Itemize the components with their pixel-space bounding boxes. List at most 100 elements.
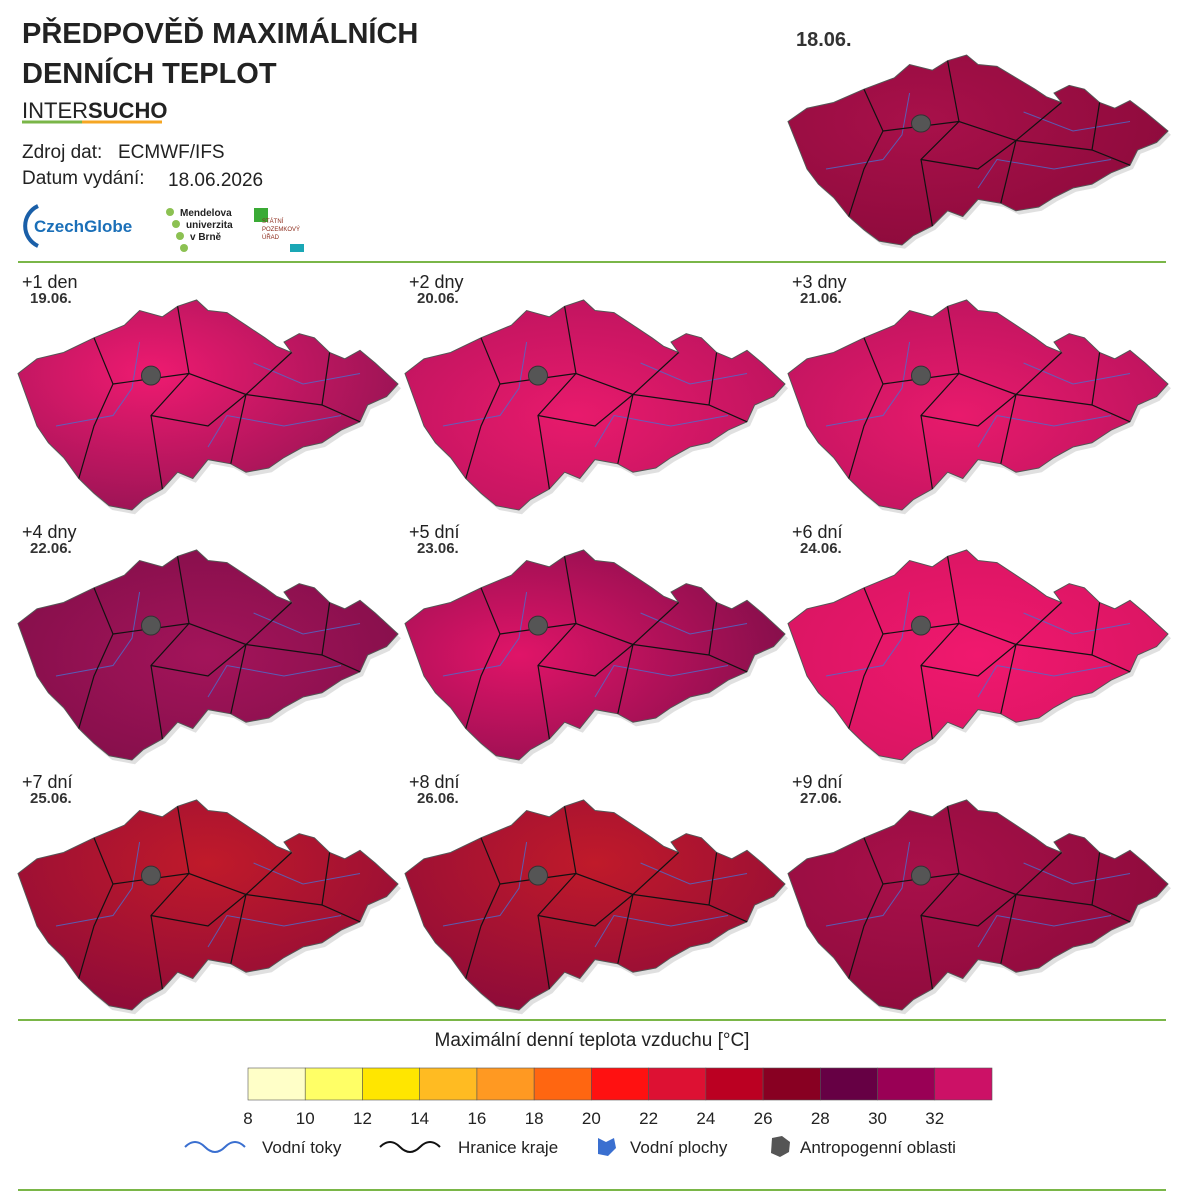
map-border — [1000, 644, 1017, 714]
map — [17, 799, 401, 1015]
panel-date: 21.06. — [800, 290, 842, 307]
map-border — [617, 894, 634, 964]
brand: INTERSUCHO — [22, 98, 167, 123]
map-border — [150, 893, 361, 927]
map-area — [17, 299, 399, 511]
panel-date: 22.06. — [30, 540, 72, 557]
map-border — [920, 556, 960, 740]
map-border — [537, 643, 748, 677]
map — [404, 549, 788, 765]
map-border — [537, 306, 577, 490]
map-border — [848, 587, 884, 729]
panel-date: 27.06. — [800, 790, 842, 807]
map-prague — [528, 365, 548, 386]
legend-lines — [184, 1136, 790, 1157]
panel-date: 20.06. — [417, 290, 459, 307]
map-border — [537, 893, 748, 927]
panel-offset: +6 dní — [792, 522, 843, 542]
map-border — [1000, 894, 1017, 964]
map-river — [825, 841, 911, 927]
map-river — [442, 591, 528, 677]
legend-swatch — [762, 1067, 821, 1101]
logo-dots — [166, 208, 188, 252]
legend-item: Vodní toky — [262, 1138, 342, 1157]
map-border — [708, 852, 718, 906]
legend-tick: 26 — [754, 1109, 773, 1128]
legend-swatch — [476, 1067, 535, 1101]
map-border — [920, 643, 1131, 677]
map-border — [465, 837, 501, 979]
map-border — [150, 556, 190, 740]
main-date: 18.06. — [796, 29, 852, 51]
logo-mendelu: univerzita — [186, 220, 233, 231]
panel-offset: +9 dní — [792, 772, 843, 792]
map-river — [1023, 111, 1131, 132]
map-border — [617, 394, 634, 464]
panel-offset: +8 dní — [409, 772, 460, 792]
map-river — [640, 362, 748, 385]
map-border — [1091, 102, 1101, 151]
map-river — [442, 341, 528, 427]
map-border — [920, 139, 1131, 170]
map-river — [55, 341, 141, 427]
map — [404, 299, 788, 515]
legend-tick: 8 — [243, 1109, 252, 1128]
legend-tick: 14 — [410, 1109, 429, 1128]
map-river — [977, 158, 1112, 189]
map-area — [17, 549, 399, 761]
map-river — [1023, 612, 1131, 635]
source-label: Zdroj dat: — [22, 142, 102, 163]
panel-offset: +4 dny — [22, 522, 77, 542]
panel-offset: +3 dny — [792, 272, 847, 292]
map-area — [787, 799, 1169, 1011]
map-border — [150, 643, 361, 677]
map-prague — [528, 865, 548, 886]
map-border — [920, 393, 1131, 427]
panel-offset: +2 dny — [409, 272, 464, 292]
map-border — [78, 587, 114, 729]
map-river — [977, 414, 1112, 448]
legend-swatch — [419, 1067, 478, 1101]
legend-swatch — [877, 1067, 936, 1101]
legend-tick: 32 — [925, 1109, 944, 1128]
legend-swatch — [591, 1067, 649, 1101]
legend-tick: 16 — [467, 1109, 486, 1128]
legend-tick: 18 — [525, 1109, 544, 1128]
map-river — [977, 914, 1112, 948]
map-border — [920, 306, 960, 490]
map — [787, 799, 1171, 1015]
map-area — [17, 799, 399, 1011]
title-line: DENNÍCH TEPLOT — [22, 56, 277, 90]
map-border — [465, 587, 501, 729]
legend-tick: 10 — [296, 1109, 315, 1128]
map-river — [594, 414, 729, 448]
map-border — [78, 337, 114, 479]
map-border — [150, 393, 361, 427]
panel-date: 24.06. — [800, 540, 842, 557]
map-river — [207, 664, 342, 698]
logo-spu: POZEMKOVÝ — [262, 226, 300, 233]
map-area — [787, 54, 1169, 246]
title-line: PŘEDPOVĚĎ MAXIMÁLNÍCH — [22, 16, 418, 50]
issue-label: Datum vydání: — [22, 168, 145, 189]
map-area — [404, 799, 786, 1011]
map — [787, 549, 1171, 765]
legend-swatch — [820, 1067, 878, 1101]
legend-swatch — [362, 1067, 420, 1101]
map-border — [230, 644, 247, 714]
map-river — [1023, 862, 1131, 885]
map — [787, 54, 1171, 249]
panel-offset: +5 dní — [409, 522, 460, 542]
legend-swatch — [648, 1067, 707, 1101]
legend-swatch — [304, 1067, 363, 1101]
logo-spu: STÁTNÍ — [262, 218, 284, 225]
map-border — [321, 602, 331, 656]
legend-tick: 24 — [696, 1109, 715, 1128]
map-prague — [911, 114, 931, 133]
map — [404, 799, 788, 1015]
map-river — [442, 841, 528, 927]
legend-tick: 30 — [868, 1109, 887, 1128]
map-border — [1091, 852, 1101, 906]
map-prague — [911, 865, 931, 886]
